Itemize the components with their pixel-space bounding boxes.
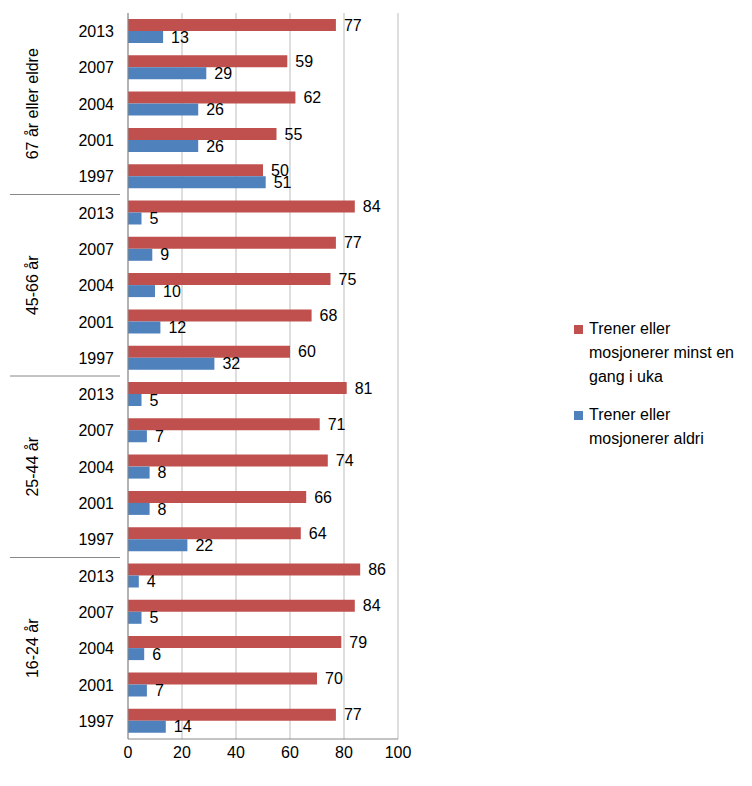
svg-text:12: 12 bbox=[168, 319, 186, 336]
svg-text:45-66 år: 45-66 år bbox=[24, 255, 41, 315]
svg-text:2004: 2004 bbox=[78, 459, 114, 476]
svg-text:100: 100 bbox=[385, 744, 412, 761]
svg-text:51: 51 bbox=[274, 174, 292, 191]
html-text:Trener eller mosjonerer minst: Trener eller mosjonerer minst en gang i … bbox=[589, 320, 734, 385]
svg-text:2004: 2004 bbox=[78, 640, 114, 657]
svg-text:50: 50 bbox=[271, 161, 289, 179]
svg-text:16-24 år: 16-24 år bbox=[24, 618, 41, 678]
svg-text:8: 8 bbox=[158, 464, 167, 481]
svg-text:2001: 2001 bbox=[78, 677, 114, 694]
svg-text:81: 81 bbox=[355, 380, 373, 397]
svg-text:40: 40 bbox=[227, 744, 245, 761]
svg-text:2007: 2007 bbox=[78, 241, 114, 258]
svg-text:71: 71 bbox=[328, 416, 346, 433]
svg-text:5: 5 bbox=[150, 609, 159, 626]
svg-text:62: 62 bbox=[303, 89, 321, 106]
svg-text:84: 84 bbox=[363, 198, 381, 215]
svg-text:60: 60 bbox=[281, 744, 299, 761]
svg-text:67 år eller eldre: 67 år eller eldre bbox=[24, 48, 41, 159]
svg-text:66: 66 bbox=[314, 489, 332, 506]
svg-text:2001: 2001 bbox=[78, 314, 114, 331]
svg-text:75: 75 bbox=[339, 271, 357, 288]
svg-text:7: 7 bbox=[155, 428, 164, 445]
svg-text:2007: 2007 bbox=[78, 604, 114, 621]
svg-text:2001: 2001 bbox=[78, 495, 114, 512]
html-text:Trener eller mosjonerer aldri: Trener eller mosjonerer aldri bbox=[589, 406, 704, 447]
svg-text:2013: 2013 bbox=[78, 386, 114, 403]
svg-text:22: 22 bbox=[195, 537, 213, 554]
svg-text:64: 64 bbox=[309, 525, 327, 542]
svg-text:2001: 2001 bbox=[78, 132, 114, 149]
svg-text:2013: 2013 bbox=[78, 205, 114, 222]
svg-text:1997: 1997 bbox=[78, 713, 114, 730]
svg-text:6: 6 bbox=[152, 646, 161, 663]
svg-text:14: 14 bbox=[174, 718, 192, 735]
svg-text:80: 80 bbox=[335, 744, 353, 761]
svg-text:5: 5 bbox=[150, 392, 159, 409]
svg-text:9: 9 bbox=[160, 246, 169, 263]
svg-text:77: 77 bbox=[344, 17, 362, 34]
svg-text:79: 79 bbox=[349, 634, 367, 651]
svg-text:1997: 1997 bbox=[78, 168, 114, 185]
svg-text:68: 68 bbox=[320, 307, 338, 324]
svg-text:10: 10 bbox=[163, 283, 181, 300]
svg-text:25-44 år: 25-44 år bbox=[24, 436, 41, 496]
svg-text:1997: 1997 bbox=[78, 350, 114, 367]
svg-text:86: 86 bbox=[368, 561, 386, 578]
svg-text:32: 32 bbox=[222, 355, 240, 372]
svg-text:2004: 2004 bbox=[78, 96, 114, 113]
svg-text:2013: 2013 bbox=[78, 568, 114, 585]
svg-text:26: 26 bbox=[206, 138, 224, 155]
svg-text:77: 77 bbox=[344, 706, 362, 723]
svg-text:59: 59 bbox=[295, 53, 313, 70]
svg-text:4: 4 bbox=[147, 573, 156, 590]
svg-text:8: 8 bbox=[158, 501, 167, 518]
svg-text:29: 29 bbox=[214, 65, 232, 82]
svg-text:2013: 2013 bbox=[78, 23, 114, 40]
svg-text:20: 20 bbox=[173, 744, 191, 761]
svg-text:1997: 1997 bbox=[78, 531, 114, 548]
svg-text:77: 77 bbox=[344, 234, 362, 251]
svg-text:26: 26 bbox=[206, 101, 224, 118]
svg-text:84: 84 bbox=[363, 597, 381, 614]
svg-text:2007: 2007 bbox=[78, 422, 114, 439]
svg-text:13: 13 bbox=[171, 29, 189, 46]
svg-text:74: 74 bbox=[336, 452, 354, 469]
svg-text:2004: 2004 bbox=[78, 277, 114, 294]
svg-text:0: 0 bbox=[124, 744, 133, 761]
svg-text:7: 7 bbox=[155, 682, 164, 699]
svg-text:70: 70 bbox=[325, 670, 343, 687]
svg-text:5: 5 bbox=[150, 210, 159, 227]
svg-text:55: 55 bbox=[285, 126, 303, 143]
svg-text:2007: 2007 bbox=[78, 59, 114, 76]
svg-text:60: 60 bbox=[298, 343, 316, 360]
